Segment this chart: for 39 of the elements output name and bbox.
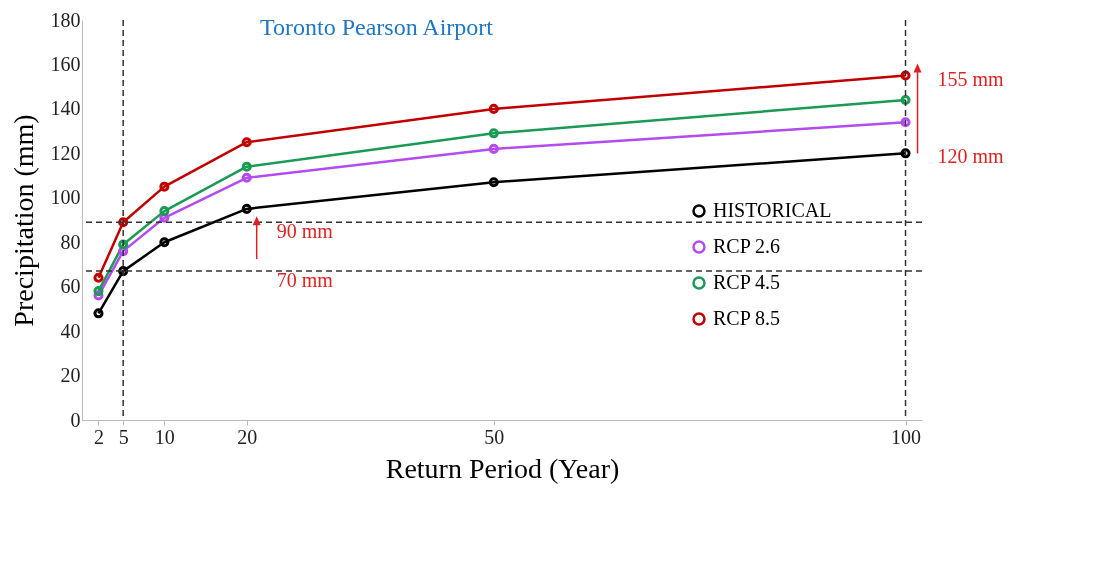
x-tick-label: 20 bbox=[237, 425, 258, 448]
point bbox=[159, 181, 170, 192]
point bbox=[159, 237, 170, 248]
y-tick-label: 120 bbox=[50, 141, 81, 164]
y-tick-label: 140 bbox=[50, 97, 81, 120]
legend-label: RCP 8.5 bbox=[713, 307, 781, 329]
x-tick-label: 100 bbox=[891, 425, 922, 448]
x-tick-label: 50 bbox=[484, 425, 505, 448]
legend-label: HISTORICAL bbox=[713, 199, 832, 221]
point bbox=[488, 103, 499, 114]
x-tick-label: 2 bbox=[93, 425, 104, 448]
y-tick-label: 0 bbox=[70, 408, 81, 431]
legend-label: RCP 4.5 bbox=[713, 271, 781, 293]
x-tick-label: 5 bbox=[118, 425, 129, 448]
point bbox=[488, 143, 499, 154]
legend-label: RCP 2.6 bbox=[713, 235, 781, 257]
point bbox=[241, 161, 252, 172]
x-axis-title: Return Period (Year) bbox=[385, 452, 620, 484]
annotation: 120 mm bbox=[937, 145, 1005, 168]
ref-line-label: 70 mm bbox=[276, 269, 334, 292]
y-tick-label: 100 bbox=[50, 186, 81, 209]
y-tick-label: 160 bbox=[50, 52, 81, 75]
point bbox=[488, 128, 499, 139]
point bbox=[118, 239, 129, 250]
y-axis-title: Precipitation (mm) bbox=[7, 114, 39, 327]
y-tick-label: 20 bbox=[60, 364, 81, 387]
ref-line-label: 90 mm bbox=[276, 220, 334, 243]
y-tick-label: 80 bbox=[60, 230, 81, 253]
x-tick-label: 10 bbox=[154, 425, 175, 448]
y-tick-label: 60 bbox=[60, 275, 81, 298]
chart-title: Toronto Pearson Airport bbox=[260, 14, 494, 40]
point bbox=[241, 172, 252, 183]
point bbox=[241, 203, 252, 214]
y-tick-label: 180 bbox=[50, 8, 81, 31]
annotation: 155 mm bbox=[937, 67, 1005, 90]
point bbox=[241, 137, 252, 148]
y-tick-label: 40 bbox=[60, 319, 81, 342]
point bbox=[159, 206, 170, 217]
point bbox=[488, 177, 499, 188]
